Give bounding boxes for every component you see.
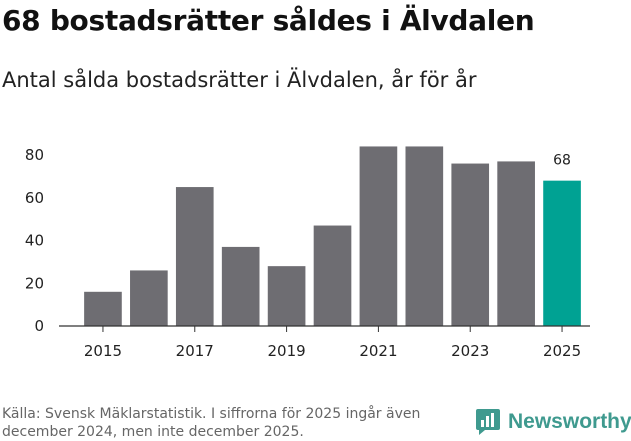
x-tick-label: 2021 xyxy=(359,342,397,360)
y-tick-label: 60 xyxy=(25,189,44,207)
chart-subtitle: Antal sålda bostadsrätter i Älvdalen, år… xyxy=(2,68,477,92)
bar-2022 xyxy=(405,146,444,326)
y-tick-label: 0 xyxy=(34,317,44,335)
chart-title: 68 bostadsrätter såldes i Älvdalen xyxy=(2,4,535,37)
y-tick-label: 40 xyxy=(25,232,44,250)
bar-chart-logo-icon xyxy=(476,409,500,435)
y-tick-label: 80 xyxy=(25,146,44,164)
bar-2016 xyxy=(130,270,168,327)
bar-2018 xyxy=(221,246,260,326)
newsworthy-logo: Newsworthy xyxy=(475,408,631,436)
x-tick-label: 2019 xyxy=(267,342,305,360)
bar-2017 xyxy=(175,187,214,326)
x-tick-label: 2017 xyxy=(176,342,214,360)
bars xyxy=(84,146,581,327)
x-tick-label: 2025 xyxy=(543,342,581,360)
bar-2025 xyxy=(543,180,581,326)
data-labels: 68 xyxy=(553,153,571,169)
bar-2020 xyxy=(313,225,352,326)
brand-name: Newsworthy xyxy=(508,410,631,433)
x-axis: 2015 2017 2019 2021 2023 2025 xyxy=(84,326,581,360)
bar-2021 xyxy=(359,146,398,326)
bar-2023 xyxy=(451,163,490,326)
bar-2024 xyxy=(497,161,535,326)
y-tick-label: 20 xyxy=(25,274,44,292)
bar-2015 xyxy=(84,291,122,326)
y-axis: 0 20 40 60 80 xyxy=(25,146,44,335)
source-note: Källa: Svensk Mäklarstatistik. I siffror… xyxy=(2,406,421,440)
bar-chart: 0 20 40 60 80 68 2015 2017 2019 2021 2023 2025 xyxy=(25,146,590,360)
x-tick-label: 2015 xyxy=(84,342,122,360)
data-label-2025: 68 xyxy=(553,153,571,169)
x-tick-label: 2023 xyxy=(451,342,489,360)
bar-2019 xyxy=(267,266,306,326)
